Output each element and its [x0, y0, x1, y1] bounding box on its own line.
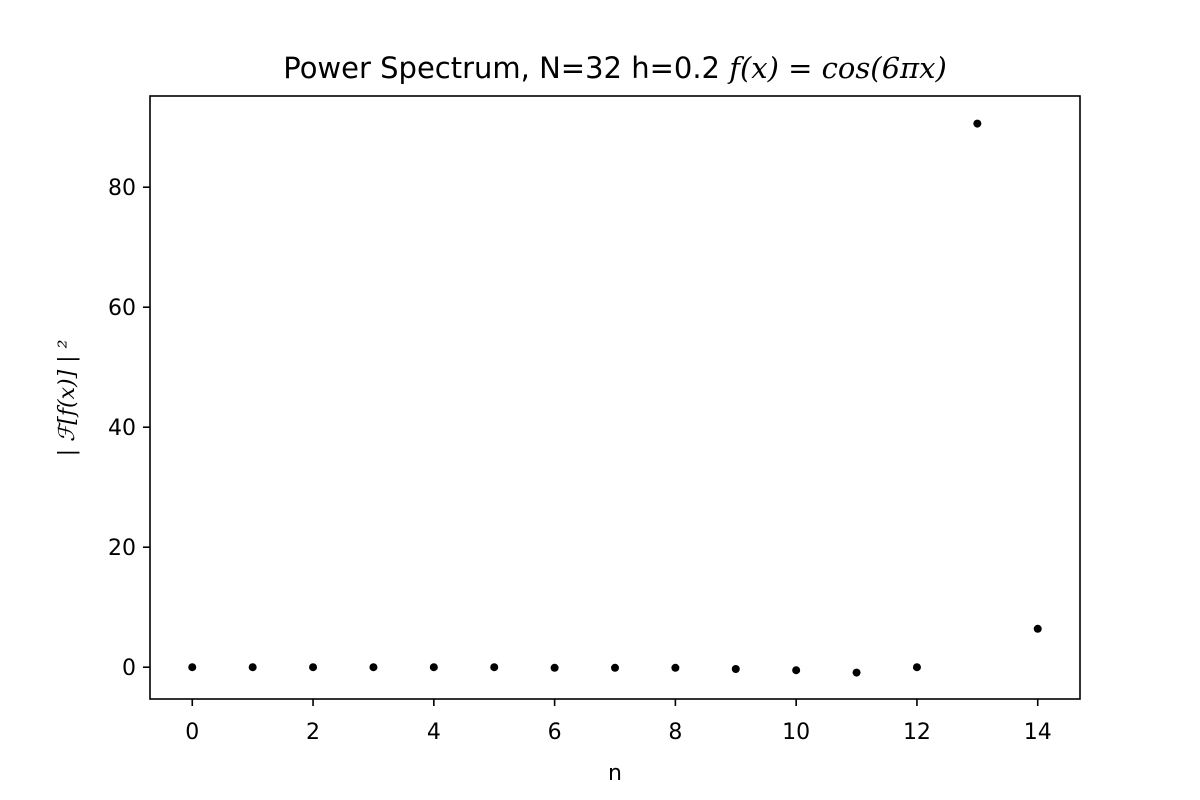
x-tick-label: 2: [306, 720, 320, 745]
chart-title: Power Spectrum, N=32 h=0.2 f(x) = cos(6π…: [283, 51, 947, 85]
plot-area: [149, 95, 1081, 700]
data-point: [248, 663, 257, 672]
data-point: [429, 663, 438, 672]
data-point: [912, 663, 921, 672]
data-point: [309, 663, 318, 672]
y-tick-label: 80: [108, 176, 136, 201]
data-point: [973, 119, 982, 128]
plot-frame: [149, 95, 1081, 700]
x-axis: 0 2 4 6 8 10 12 14: [185, 699, 1052, 745]
data-points: [188, 119, 1042, 677]
chart-title-math: f(x) = cos(6πx): [727, 51, 947, 85]
y-tick-label: 60: [108, 296, 136, 321]
x-tick-label: 14: [1024, 720, 1052, 745]
x-tick-label: 4: [427, 720, 441, 745]
y-tick-label: 0: [122, 656, 136, 681]
data-point: [671, 663, 680, 672]
x-tick-label: 0: [185, 720, 199, 745]
data-point: [731, 665, 740, 673]
data-point: [792, 666, 801, 675]
x-tick-label: 10: [782, 720, 810, 745]
x-tick-label: 6: [548, 720, 562, 745]
data-point: [369, 663, 378, 672]
data-point: [188, 663, 197, 672]
data-point: [852, 668, 861, 677]
y-axis-label: | ℱ[f(x)] | ²: [55, 340, 80, 457]
x-axis-label: n: [608, 761, 622, 786]
data-point: [1033, 624, 1042, 633]
chart-title-text: Power Spectrum, N=32 h=0.2: [283, 51, 729, 85]
y-axis: 0 20 40 60 80: [108, 176, 150, 681]
data-point: [550, 663, 559, 672]
data-point: [490, 663, 499, 672]
y-tick-label: 20: [108, 536, 136, 561]
x-tick-label: 12: [903, 720, 931, 745]
data-point: [611, 663, 619, 672]
x-tick-label: 8: [668, 720, 682, 745]
y-tick-label: 40: [108, 416, 136, 441]
